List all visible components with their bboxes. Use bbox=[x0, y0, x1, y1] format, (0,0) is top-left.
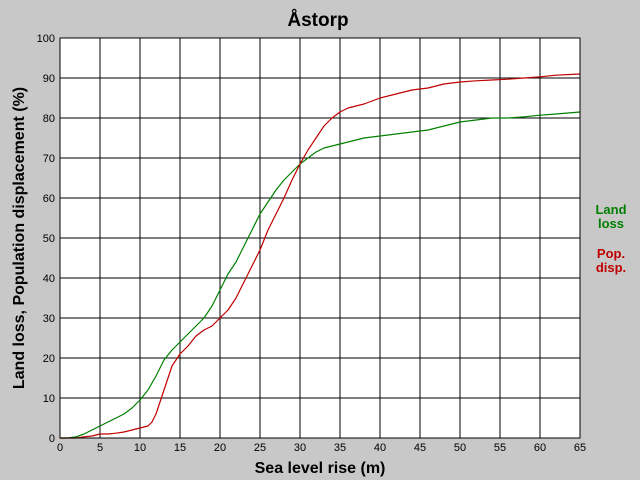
y-tick-label-20: 20 bbox=[43, 353, 55, 365]
x-tick-label-5: 5 bbox=[97, 442, 103, 454]
x-tick-labels: 0 5 10 15 20 25 30 35 40 45 50 55 60 65 bbox=[57, 442, 586, 454]
x-tick-label-10: 10 bbox=[134, 442, 146, 454]
x-tick-label-45: 45 bbox=[414, 442, 426, 454]
series-line-0 bbox=[60, 111, 581, 439]
legend-pop-disp: Pop. disp. bbox=[588, 247, 634, 275]
x-tick-label-20: 20 bbox=[214, 442, 226, 454]
y-tick-label-40: 40 bbox=[43, 273, 55, 285]
legend-pop-disp-line1: Pop. bbox=[596, 246, 626, 261]
series-line-1 bbox=[60, 73, 581, 439]
y-tick-label-100: 100 bbox=[37, 33, 55, 45]
y-tick-label-60: 60 bbox=[43, 193, 55, 205]
x-tick-label-55: 55 bbox=[494, 442, 506, 454]
x-tick-label-35: 35 bbox=[334, 442, 346, 454]
y-tick-label-90: 90 bbox=[43, 73, 55, 85]
x-tick-label-15: 15 bbox=[174, 442, 186, 454]
y-tick-label-10: 10 bbox=[43, 393, 55, 405]
x-tick-label-0: 0 bbox=[57, 442, 63, 454]
y-tick-label-70: 70 bbox=[43, 153, 55, 165]
x-tick-label-50: 50 bbox=[454, 442, 466, 454]
x-tick-label-25: 25 bbox=[254, 442, 266, 454]
y-tick-label-50: 50 bbox=[43, 233, 55, 245]
legend-land-loss-line1: Land bbox=[595, 202, 627, 217]
legend-land-loss-line2: loss bbox=[597, 216, 624, 231]
legend-land-loss: Land loss bbox=[588, 203, 634, 231]
plot-border bbox=[59, 37, 581, 439]
y-tick-label-30: 30 bbox=[43, 313, 55, 325]
y-tick-label-80: 80 bbox=[43, 113, 55, 125]
x-tick-label-60: 60 bbox=[534, 442, 546, 454]
x-tick-label-65: 65 bbox=[574, 442, 586, 454]
y-tick-labels: 0 10 20 30 40 50 60 70 80 90 100 bbox=[37, 33, 55, 445]
x-tick-label-40: 40 bbox=[374, 442, 386, 454]
legend-pop-disp-line2: disp. bbox=[595, 260, 627, 275]
series-layer bbox=[60, 73, 581, 439]
y-axis-label: Land loss, Population displacement (%) bbox=[11, 87, 28, 389]
x-tick-label-30: 30 bbox=[294, 442, 306, 454]
chart-title: Åstorp bbox=[287, 10, 348, 31]
x-axis-label: Sea level rise (m) bbox=[255, 460, 386, 477]
y-tick-label-0: 0 bbox=[49, 433, 55, 445]
